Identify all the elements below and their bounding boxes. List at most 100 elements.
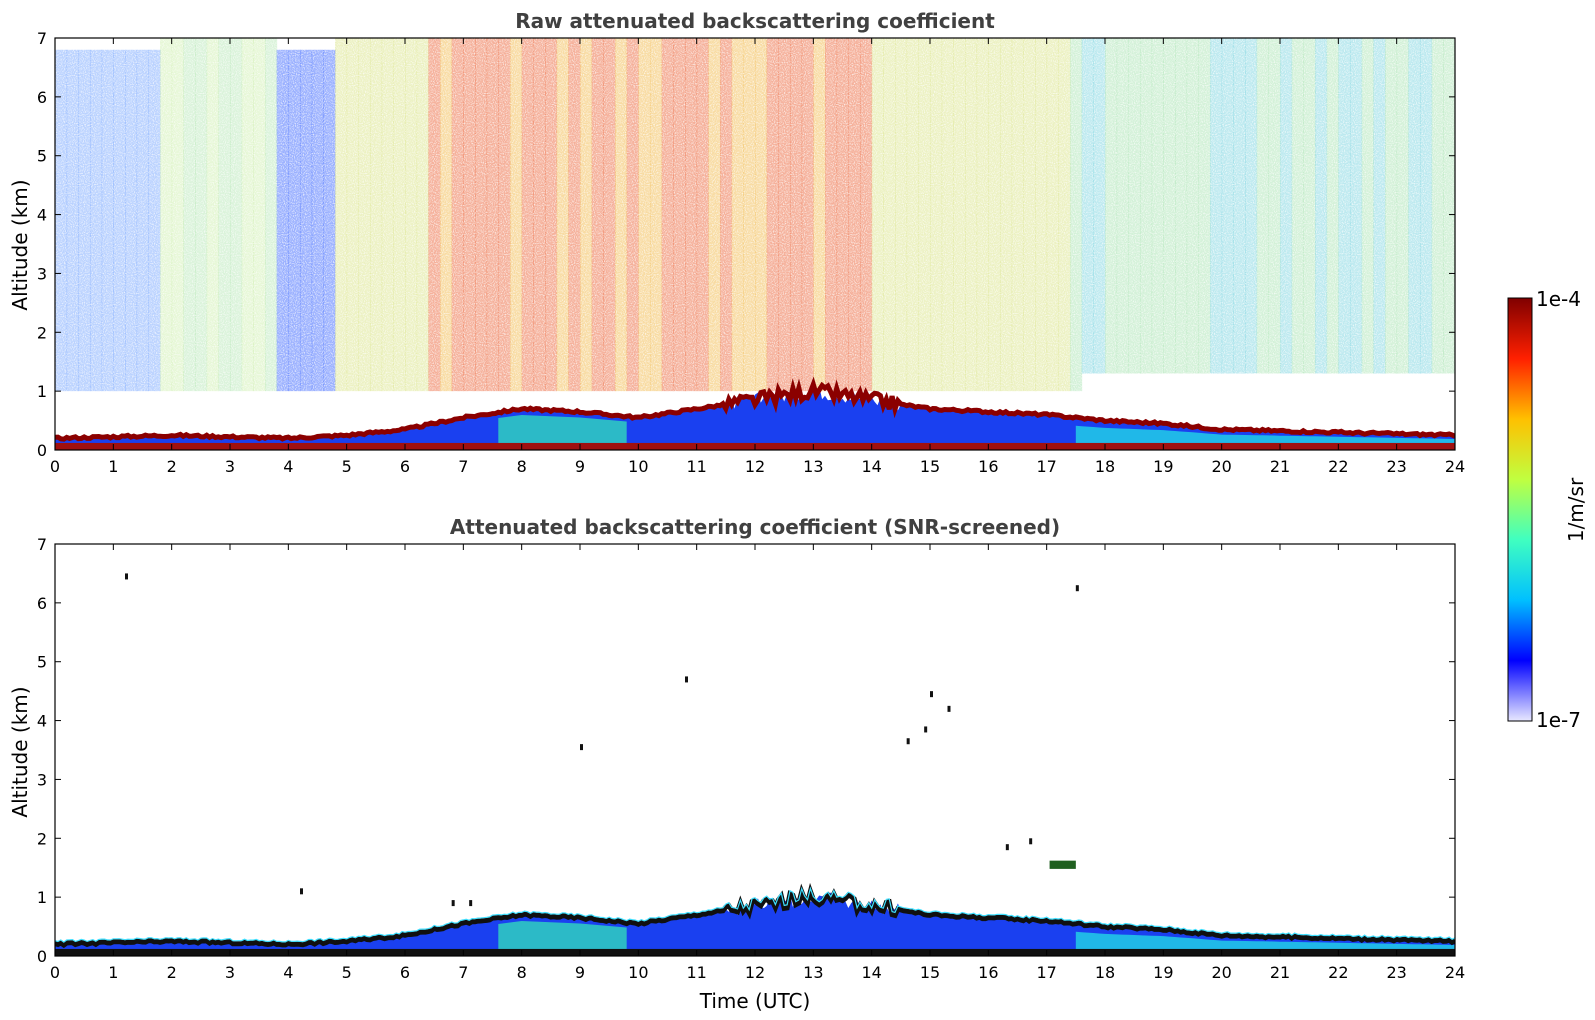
colorbar-unit-label: 1/m/sr [1564, 477, 1588, 542]
boundary-layer-edge [55, 886, 1455, 943]
x-tick-label: 2 [167, 963, 177, 982]
x-tick-label: 3 [225, 963, 235, 982]
x-axis-label: Time (UTC) [699, 989, 811, 1013]
y-tick-label: 3 [37, 770, 47, 789]
x-tick-label: 20 [1211, 457, 1231, 476]
x-tick-label: 9 [575, 457, 585, 476]
x-tick-label: 10 [628, 963, 648, 982]
y-tick-label: 5 [37, 147, 47, 166]
x-tick-label: 24 [1445, 963, 1465, 982]
x-tick-label: 12 [745, 963, 765, 982]
x-tick-label: 3 [225, 457, 235, 476]
x-tick-label: 20 [1211, 963, 1231, 982]
chart-title: Attenuated backscattering coefficient (S… [450, 515, 1060, 539]
cloud-pixel [930, 691, 933, 698]
x-tick-label: 11 [686, 457, 706, 476]
colorbar-min-label: 1e-7 [1536, 708, 1581, 732]
x-tick-label: 14 [861, 457, 881, 476]
x-tick-label: 4 [283, 963, 293, 982]
aerosol-layer [498, 921, 627, 956]
x-tick-label: 17 [1036, 457, 1056, 476]
chart-title: Raw attenuated backscattering coefficien… [515, 9, 995, 33]
x-tick-label: 0 [50, 963, 60, 982]
x-tick-label: 22 [1328, 457, 1348, 476]
x-tick-label: 1 [108, 457, 118, 476]
cloud-pixel [1075, 585, 1079, 592]
x-tick-label: 21 [1270, 457, 1290, 476]
y-tick-label: 1 [37, 382, 47, 401]
x-tick-label: 16 [978, 457, 998, 476]
heatmap-raw [55, 38, 1455, 450]
colorbar: 1e-4 1e-7 1/m/sr [1507, 287, 1588, 732]
x-tick-label: 7 [458, 963, 468, 982]
plot-background [55, 544, 1455, 956]
x-tick-label: 13 [803, 963, 823, 982]
y-axis-label: Altitude (km) [8, 686, 32, 817]
x-tick-label: 23 [1386, 963, 1406, 982]
cloud-layer [1049, 860, 1076, 869]
x-tick-label: 6 [400, 457, 410, 476]
x-tick-label: 14 [861, 963, 881, 982]
x-tick-label: 8 [517, 963, 527, 982]
axes-raw: 0 1 2 3 4 5 6 7 8 9 10 11 12 13 14 15 16 17 18 19 20 21 22 23 24… [37, 29, 1465, 476]
screened-backscatter-panel: Attenuated backscattering coefficient (S… [8, 515, 1465, 1013]
x-tick-label: 18 [1095, 457, 1115, 476]
cloud-pixel [685, 676, 688, 683]
boundary-layer-top [55, 376, 1455, 442]
x-tick-label: 17 [1036, 963, 1056, 982]
x-tick-label: 24 [1445, 457, 1465, 476]
x-tick-label: 15 [920, 963, 940, 982]
y-tick-label: 0 [37, 947, 47, 966]
y-tick-label: 2 [37, 323, 47, 342]
axes-screened: 0 1 2 3 4 5 6 7 8 9 10 11 12 13 14 15 16 17 18 19 20 21 22 23 24… [37, 535, 1465, 982]
y-tick-label: 7 [37, 535, 47, 554]
x-tick-label: 21 [1270, 963, 1290, 982]
cloud-pixel [469, 900, 473, 907]
x-tick-label: 6 [400, 963, 410, 982]
x-tick-label: 19 [1153, 457, 1173, 476]
x-tick-label: 16 [978, 963, 998, 982]
cloud-pixel [125, 573, 128, 580]
aerosol-layer [498, 415, 627, 450]
x-tick-label: 2 [167, 457, 177, 476]
y-tick-label: 2 [37, 829, 47, 848]
y-axis-label: Altitude (km) [8, 179, 32, 310]
x-tick-label: 12 [745, 457, 765, 476]
y-tick-label: 6 [37, 88, 47, 107]
x-tick-label: 11 [686, 963, 706, 982]
cloud-pixel [1005, 844, 1009, 851]
x-tick-label: 5 [342, 963, 352, 982]
raw-backscatter-panel: Raw attenuated backscattering coefficien… [8, 9, 1465, 476]
x-tick-label: 19 [1153, 963, 1173, 982]
x-tick-label: 0 [50, 457, 60, 476]
y-tick-label: 4 [37, 206, 47, 225]
colorbar-max-label: 1e-4 [1536, 287, 1581, 311]
x-tick-label: 4 [283, 457, 293, 476]
cloud-pixel [1029, 838, 1033, 845]
x-tick-label: 13 [803, 457, 823, 476]
x-tick-label: 18 [1095, 963, 1115, 982]
y-tick-label: 1 [37, 888, 47, 907]
boundary-layer-top [55, 882, 1455, 949]
cloud-pixel [906, 738, 910, 745]
cloud-pixel [947, 705, 951, 712]
x-tick-label: 10 [628, 457, 648, 476]
x-tick-label: 5 [342, 457, 352, 476]
colorbar-gradient [1507, 297, 1533, 722]
y-tick-label: 0 [37, 441, 47, 460]
cloud-pixel [924, 726, 928, 733]
x-tick-label: 22 [1328, 963, 1348, 982]
cloud-pixel [300, 888, 303, 895]
x-tick-label: 15 [920, 457, 940, 476]
x-tick-label: 8 [517, 457, 527, 476]
x-tick-label: 9 [575, 963, 585, 982]
y-tick-label: 5 [37, 653, 47, 672]
x-tick-label: 7 [458, 457, 468, 476]
y-tick-label: 3 [37, 264, 47, 283]
x-tick-label: 23 [1386, 457, 1406, 476]
y-tick-label: 6 [37, 594, 47, 613]
x-tick-label: 1 [108, 963, 118, 982]
heatmap-screened [55, 544, 1455, 956]
cloud-pixel [580, 744, 583, 751]
